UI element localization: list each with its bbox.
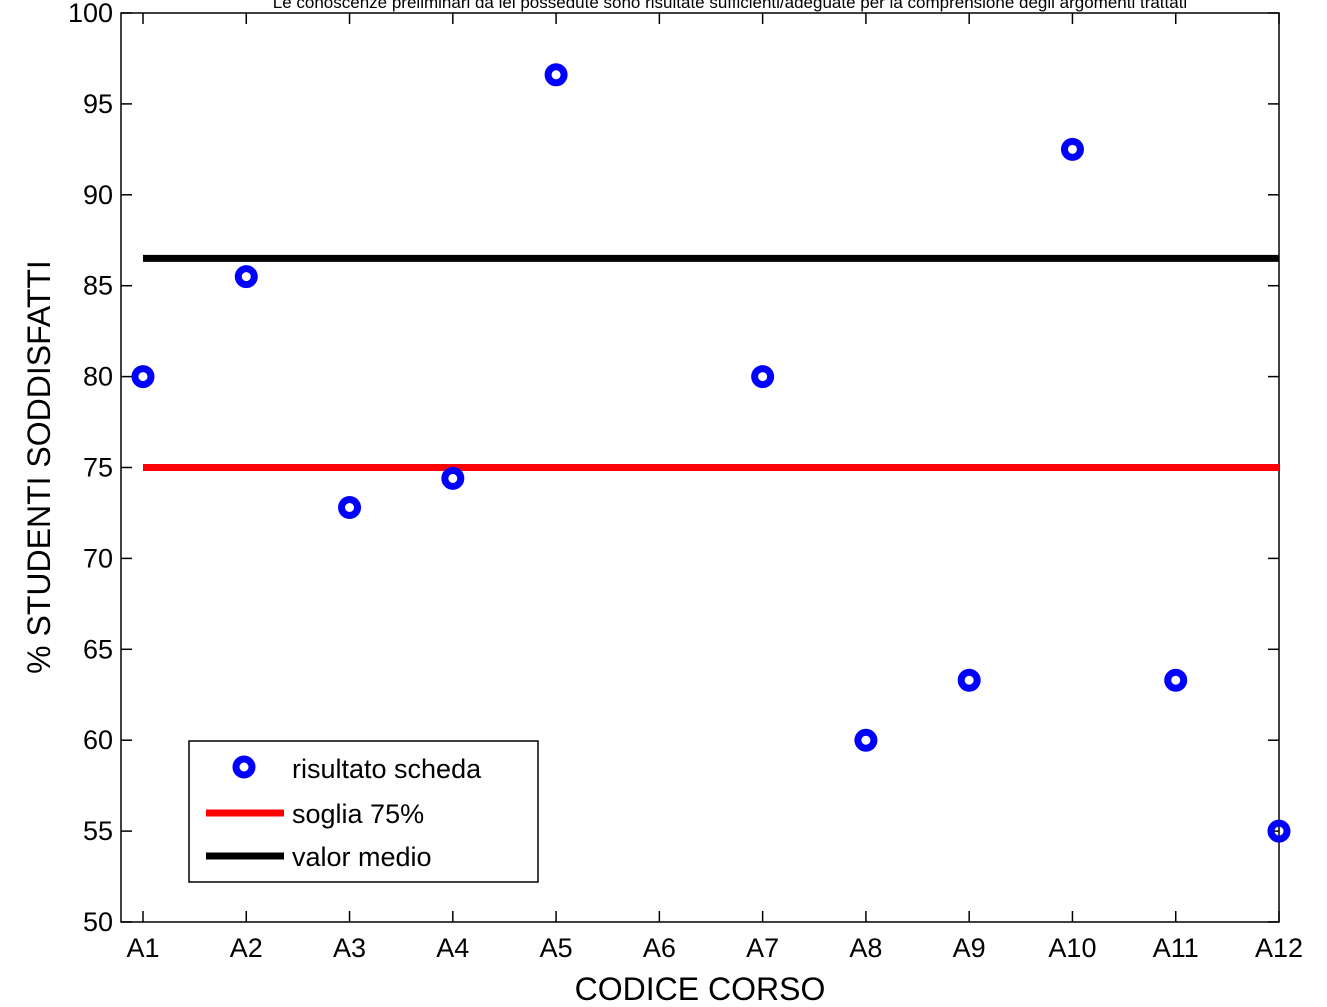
data-point-A11 [1164,668,1188,692]
data-point-A9 [957,668,981,692]
y-tick-label: 65 [83,634,113,664]
y-axis-title: % STUDENTI SODDISFATTI [21,260,57,674]
x-tick-label: A7 [746,933,779,963]
x-tick-label: A10 [1048,933,1096,963]
legend-marker-icon [232,755,256,779]
legend-label-threshold: soglia 75% [292,799,424,829]
x-tick-label: A12 [1255,933,1303,963]
legend-item-threshold: soglia 75% [206,799,424,829]
x-tick-label: A11 [1153,933,1199,963]
y-axis-ticks: 50 55 60 65 70 75 80 85 90 95 100 [68,0,1279,937]
y-tick-label: 55 [83,816,113,846]
x-axis-title: CODICE CORSO [575,971,826,1007]
data-point-A12 [1267,819,1291,843]
x-tick-label: A4 [436,933,469,963]
data-point-A7 [751,365,775,389]
x-tick-label: A1 [126,933,159,963]
data-point-A3 [338,495,362,519]
x-tick-label: A9 [953,933,986,963]
x-axis-ticks: A1 A2 A3 A4 A5 A6 A7 A8 A9 A10 A11 A12 [126,13,1303,963]
y-tick-label: 75 [83,453,113,483]
y-tick-label: 80 [83,362,113,392]
y-tick-label: 60 [83,725,113,755]
legend-item-markers: risultato scheda [232,754,482,784]
data-point-A8 [854,728,878,752]
chart-title: Le conoscenze preliminari da lei possedu… [273,0,1187,12]
data-point-A1 [131,365,155,389]
legend-label-mean: valor medio [292,842,432,872]
y-tick-label: 85 [83,271,113,301]
reference-lines [143,254,1279,471]
legend-item-mean: valor medio [206,842,432,872]
data-point-A10 [1060,137,1084,161]
x-tick-label: A8 [849,933,882,963]
data-point-A2 [234,265,258,289]
y-tick-label: 90 [83,180,113,210]
legend-label-markers: risultato scheda [292,754,482,784]
data-point-A5 [544,63,568,87]
y-tick-label: 95 [83,89,113,119]
y-tick-label: 70 [83,543,113,573]
x-tick-label: A2 [230,933,263,963]
y-tick-label: 50 [83,907,113,937]
x-tick-label: A6 [643,933,676,963]
x-tick-label: A5 [540,933,573,963]
y-tick-label: 100 [68,0,113,28]
data-point-A4 [441,466,465,490]
data-points [131,63,1291,843]
x-tick-label: A3 [333,933,366,963]
legend: risultato scheda soglia 75% valor medio [188,740,539,883]
